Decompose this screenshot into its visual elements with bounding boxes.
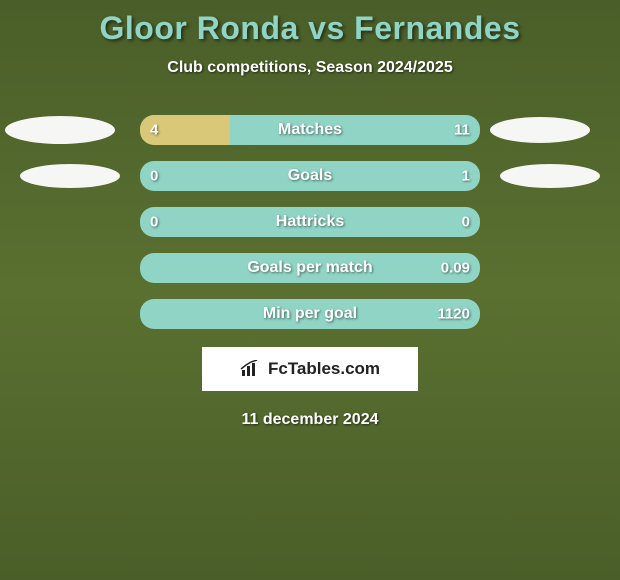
stat-label: Goals <box>288 167 332 185</box>
stat-value-right: 1 <box>462 168 470 185</box>
stat-row: Matches 4 11 <box>0 115 620 145</box>
player-marker-right <box>490 117 590 143</box>
stat-value-right: 11 <box>454 122 470 139</box>
logo-badge: FcTables.com <box>202 347 418 391</box>
stat-bar-track: Hattricks 0 0 <box>140 207 480 237</box>
stat-bar-track: Goals per match 0.09 <box>140 253 480 283</box>
stat-label: Min per goal <box>263 305 357 323</box>
stat-label: Matches <box>278 121 342 139</box>
subtitle: Club competitions, Season 2024/2025 <box>0 59 620 77</box>
stat-value-left: 4 <box>150 122 158 139</box>
stat-bar-track: Goals 0 1 <box>140 161 480 191</box>
comparison-widget: Gloor Ronda vs Fernandes Club competitio… <box>0 0 620 580</box>
stat-label: Goals per match <box>247 259 372 277</box>
stat-row: Min per goal 1120 <box>0 299 620 329</box>
player-marker-right <box>500 164 600 188</box>
player-marker-left <box>20 164 120 188</box>
stat-bar-track: Min per goal 1120 <box>140 299 480 329</box>
stat-value-left: 0 <box>150 168 158 185</box>
stat-value-left: 0 <box>150 214 158 231</box>
stat-bar-track: Matches 4 11 <box>140 115 480 145</box>
logo-text: FcTables.com <box>268 359 380 379</box>
stat-value-right: 0 <box>462 214 470 231</box>
stat-row: Goals 0 1 <box>0 161 620 191</box>
page-title: Gloor Ronda vs Fernandes <box>0 0 620 47</box>
stat-row: Hattricks 0 0 <box>0 207 620 237</box>
player-marker-left <box>5 116 115 144</box>
stat-rows: Matches 4 11 Goals 0 1 Hattricks 0 0 Goals per ma… <box>0 115 620 329</box>
stat-label: Hattricks <box>276 213 344 231</box>
date-text: 11 december 2024 <box>0 411 620 429</box>
stat-value-right: 0.09 <box>441 260 470 277</box>
stat-value-right: 1120 <box>437 306 470 323</box>
stat-row: Goals per match 0.09 <box>0 253 620 283</box>
bar-chart-icon <box>240 360 262 378</box>
